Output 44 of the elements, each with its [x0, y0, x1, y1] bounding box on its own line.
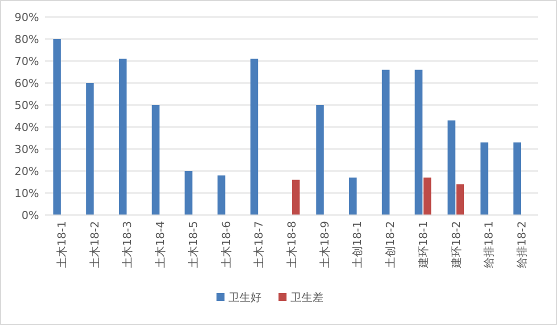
y-tick-label: 20% [14, 164, 39, 178]
bar [86, 83, 94, 215]
x-tick-label: 土木18-1 [55, 221, 68, 268]
y-tick-label: 70% [14, 54, 39, 68]
bar [316, 105, 324, 215]
bar [349, 178, 357, 215]
bar [456, 184, 464, 215]
x-tick-label: 给排18-2 [516, 221, 529, 268]
x-tick-label: 建环18-2 [450, 221, 463, 269]
bar [152, 105, 160, 215]
x-tick-label: 建环18-1 [416, 221, 430, 269]
y-tick-label: 60% [14, 76, 39, 90]
bar [218, 175, 226, 215]
x-tick-label: 土木18-6 [220, 221, 233, 268]
x-tick-label: 土木18-4 [154, 221, 168, 268]
x-tick-label: 土创18-1 [351, 221, 364, 268]
bar [250, 58, 258, 215]
bar [423, 178, 432, 215]
bar [118, 58, 127, 215]
legend-label: 卫生差 [290, 290, 324, 304]
bar [480, 142, 488, 215]
bar [414, 70, 422, 215]
y-tick-label: 80% [14, 32, 39, 46]
y-tick-label: 40% [14, 120, 39, 134]
y-tick-label: 50% [14, 98, 39, 112]
bar [184, 171, 192, 215]
bar [448, 120, 456, 215]
bar [513, 142, 522, 215]
x-tick-label: 土创18-2 [384, 221, 398, 268]
y-tick-label: 30% [14, 142, 39, 156]
y-tick-label: 0% [22, 208, 39, 222]
bar [382, 70, 390, 215]
y-tick-label: 90% [14, 10, 39, 24]
legend-label: 卫生好 [228, 290, 262, 304]
x-tick-label: 给排18-1 [482, 221, 496, 268]
x-tick-label: 土木18-2 [88, 221, 102, 268]
x-tick-label: 土木18-3 [121, 221, 134, 268]
y-tick-label: 10% [14, 186, 39, 200]
x-tick-label: 土木18-5 [186, 221, 200, 268]
x-tick-label: 土木18-7 [252, 221, 266, 268]
bar [53, 39, 61, 215]
x-tick-label: 土木18-8 [286, 221, 298, 268]
x-tick-label: 土木18-9 [318, 221, 332, 268]
bar [292, 180, 300, 215]
